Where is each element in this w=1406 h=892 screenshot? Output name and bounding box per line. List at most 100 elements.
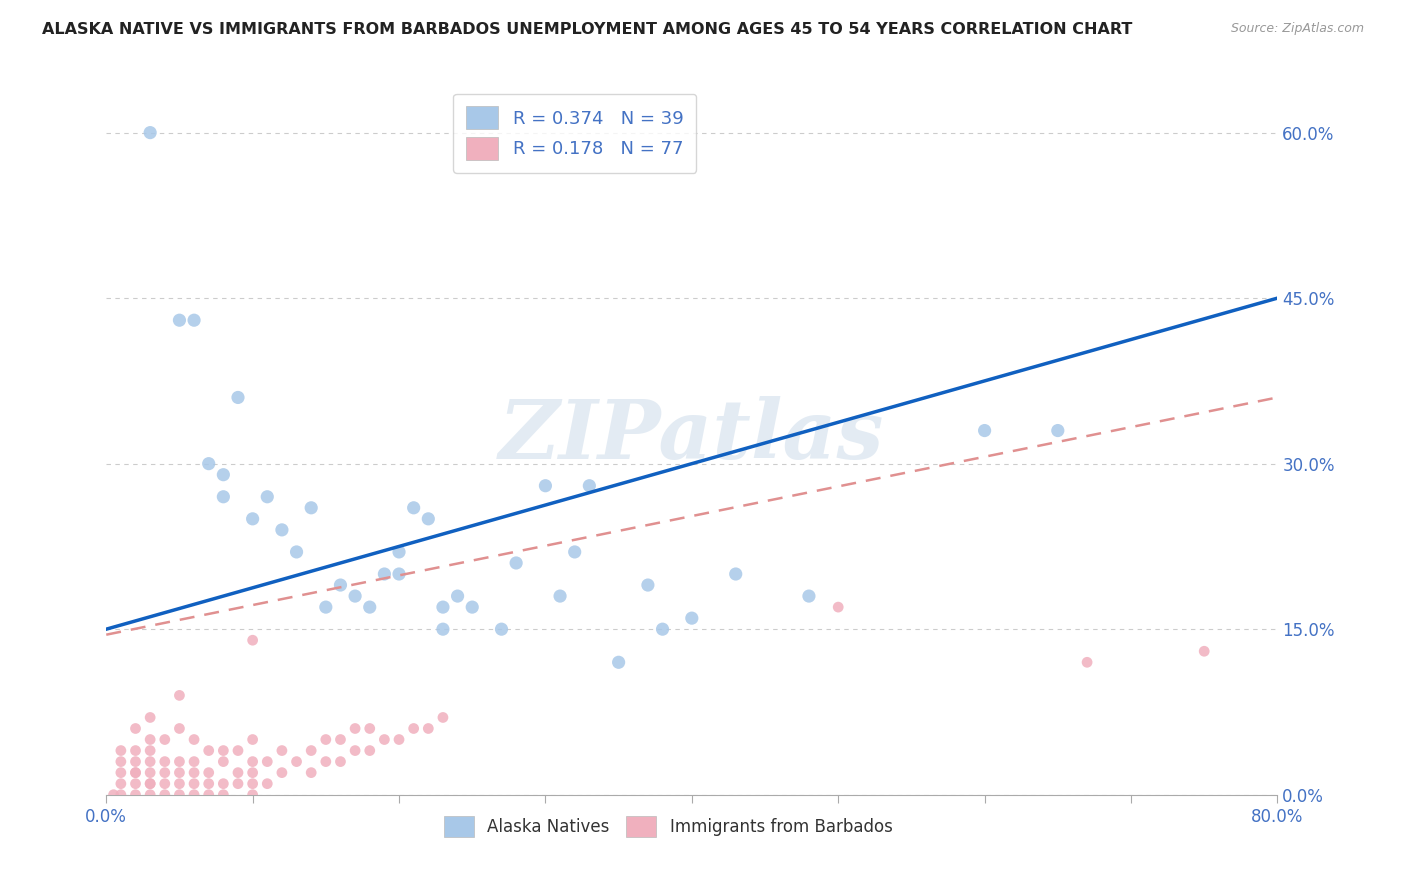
Point — [564, 545, 586, 559]
Point — [110, 788, 132, 802]
Point — [183, 788, 205, 802]
Point — [797, 589, 820, 603]
Point — [242, 765, 264, 780]
Point — [212, 743, 235, 757]
Point — [285, 755, 308, 769]
Point — [402, 722, 425, 736]
Point — [299, 765, 322, 780]
Point — [344, 743, 367, 757]
Point — [271, 765, 294, 780]
Point — [285, 545, 308, 559]
Point — [139, 710, 162, 724]
Point — [432, 622, 454, 636]
Point — [153, 777, 176, 791]
Point — [124, 788, 146, 802]
Point — [103, 788, 125, 802]
Point — [359, 722, 381, 736]
Point — [169, 313, 191, 327]
Point — [548, 589, 571, 603]
Point — [169, 788, 191, 802]
Point — [124, 743, 146, 757]
Point — [461, 600, 484, 615]
Point — [388, 567, 411, 582]
Point — [124, 765, 146, 780]
Point — [418, 512, 440, 526]
Point — [388, 732, 411, 747]
Point — [212, 490, 235, 504]
Point — [724, 567, 747, 582]
Point — [139, 126, 162, 140]
Point — [388, 545, 411, 559]
Point — [212, 788, 235, 802]
Point — [359, 743, 381, 757]
Point — [197, 777, 219, 791]
Point — [124, 765, 146, 780]
Point — [432, 600, 454, 615]
Point — [256, 777, 278, 791]
Point — [212, 777, 235, 791]
Point — [169, 777, 191, 791]
Point — [153, 732, 176, 747]
Point — [607, 655, 630, 669]
Point — [534, 479, 557, 493]
Point — [212, 755, 235, 769]
Point — [329, 578, 352, 592]
Point — [153, 765, 176, 780]
Point — [110, 765, 132, 780]
Text: ALASKA NATIVE VS IMMIGRANTS FROM BARBADOS UNEMPLOYMENT AMONG AGES 45 TO 54 YEARS: ALASKA NATIVE VS IMMIGRANTS FROM BARBADO… — [42, 22, 1133, 37]
Point — [256, 490, 278, 504]
Point — [1076, 655, 1098, 669]
Point — [169, 722, 191, 736]
Point — [242, 633, 264, 648]
Point — [402, 500, 425, 515]
Point — [197, 788, 219, 802]
Point — [110, 755, 132, 769]
Point — [271, 743, 294, 757]
Point — [226, 777, 249, 791]
Point — [491, 622, 513, 636]
Point — [1046, 424, 1069, 438]
Point — [110, 777, 132, 791]
Point — [651, 622, 673, 636]
Point — [446, 589, 468, 603]
Point — [183, 755, 205, 769]
Text: ZIPatlas: ZIPatlas — [499, 396, 884, 476]
Point — [183, 313, 205, 327]
Point — [299, 743, 322, 757]
Point — [242, 777, 264, 791]
Point — [359, 600, 381, 615]
Point — [139, 777, 162, 791]
Legend: Alaska Natives, Immigrants from Barbados: Alaska Natives, Immigrants from Barbados — [437, 809, 900, 844]
Point — [315, 600, 337, 615]
Point — [344, 722, 367, 736]
Point — [153, 755, 176, 769]
Point — [183, 765, 205, 780]
Point — [637, 578, 659, 592]
Point — [226, 743, 249, 757]
Point — [197, 743, 219, 757]
Point — [432, 710, 454, 724]
Point — [226, 391, 249, 405]
Point — [681, 611, 703, 625]
Point — [242, 788, 264, 802]
Point — [242, 755, 264, 769]
Point — [299, 500, 322, 515]
Text: Source: ZipAtlas.com: Source: ZipAtlas.com — [1230, 22, 1364, 36]
Point — [418, 722, 440, 736]
Point — [169, 765, 191, 780]
Point — [212, 467, 235, 482]
Point — [139, 732, 162, 747]
Point — [373, 732, 395, 747]
Point — [242, 512, 264, 526]
Point — [169, 755, 191, 769]
Point — [183, 732, 205, 747]
Point — [124, 722, 146, 736]
Point — [329, 755, 352, 769]
Point — [256, 755, 278, 769]
Point — [578, 479, 600, 493]
Point — [315, 755, 337, 769]
Point — [169, 689, 191, 703]
Point — [183, 777, 205, 791]
Point — [973, 424, 995, 438]
Point — [139, 788, 162, 802]
